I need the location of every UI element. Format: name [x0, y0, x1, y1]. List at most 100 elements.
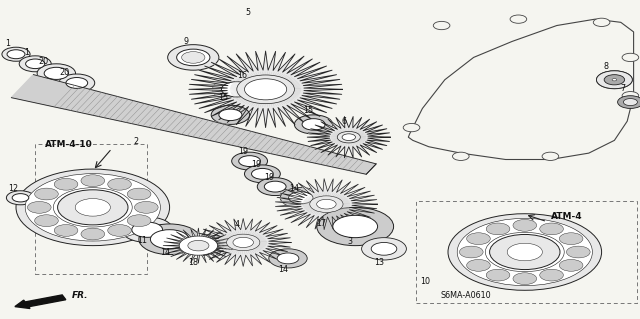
Circle shape — [233, 237, 253, 248]
Polygon shape — [275, 179, 378, 230]
Text: 20: 20 — [38, 57, 49, 66]
Circle shape — [609, 77, 620, 82]
Circle shape — [127, 188, 151, 200]
Circle shape — [403, 123, 420, 132]
Circle shape — [257, 178, 293, 196]
Text: 5: 5 — [246, 8, 251, 17]
Circle shape — [7, 50, 25, 59]
Circle shape — [28, 202, 51, 213]
Circle shape — [54, 178, 78, 190]
Circle shape — [467, 233, 490, 245]
Text: 2: 2 — [133, 137, 138, 146]
Text: 14: 14 — [160, 248, 170, 256]
Circle shape — [26, 59, 45, 69]
Circle shape — [623, 99, 637, 106]
Circle shape — [448, 214, 602, 290]
Circle shape — [593, 18, 610, 26]
Text: FR.: FR. — [72, 291, 88, 300]
Text: 15: 15 — [303, 106, 314, 115]
Circle shape — [122, 217, 173, 242]
Circle shape — [232, 152, 268, 170]
Circle shape — [622, 92, 639, 100]
Circle shape — [566, 246, 590, 258]
Circle shape — [510, 15, 527, 23]
Circle shape — [342, 134, 356, 141]
Circle shape — [239, 156, 260, 167]
Circle shape — [559, 259, 583, 271]
Circle shape — [25, 174, 161, 241]
Polygon shape — [189, 51, 342, 128]
Text: 19: 19 — [264, 173, 274, 182]
Circle shape — [596, 71, 632, 89]
Circle shape — [44, 67, 68, 79]
Circle shape — [371, 242, 397, 255]
Circle shape — [132, 222, 163, 237]
Circle shape — [513, 273, 536, 285]
Circle shape — [76, 198, 111, 216]
Circle shape — [58, 190, 128, 225]
Circle shape — [19, 56, 51, 72]
Text: ATM-4-10: ATM-4-10 — [45, 140, 93, 149]
Circle shape — [35, 215, 58, 226]
Circle shape — [237, 75, 294, 104]
Circle shape — [264, 181, 286, 192]
Text: 4: 4 — [234, 220, 239, 229]
Circle shape — [540, 223, 563, 235]
Circle shape — [457, 218, 593, 286]
Text: 18: 18 — [188, 258, 198, 267]
Text: 19: 19 — [238, 147, 248, 156]
Text: 16: 16 — [237, 71, 247, 80]
Circle shape — [333, 215, 378, 238]
Text: 3: 3 — [348, 237, 353, 246]
Circle shape — [622, 53, 639, 62]
Text: 10: 10 — [420, 277, 431, 286]
Circle shape — [277, 253, 299, 264]
Text: 12: 12 — [8, 184, 18, 193]
Circle shape — [108, 225, 131, 236]
Circle shape — [139, 224, 200, 255]
Circle shape — [317, 199, 336, 209]
Circle shape — [337, 131, 360, 143]
Circle shape — [54, 225, 78, 236]
Circle shape — [294, 115, 333, 134]
Text: 15: 15 — [218, 93, 228, 102]
FancyArrow shape — [15, 295, 66, 308]
Circle shape — [59, 74, 95, 92]
Circle shape — [289, 192, 313, 204]
Circle shape — [604, 75, 625, 85]
Circle shape — [618, 96, 640, 108]
Polygon shape — [163, 228, 234, 263]
Text: 8: 8 — [604, 62, 609, 71]
Circle shape — [507, 243, 543, 261]
Circle shape — [610, 78, 619, 82]
Text: 1: 1 — [5, 39, 10, 48]
Text: 6: 6 — [341, 117, 346, 126]
Circle shape — [513, 219, 536, 231]
Circle shape — [540, 269, 563, 281]
Text: 17: 17 — [316, 219, 326, 228]
Circle shape — [177, 49, 210, 66]
Text: ATM-4: ATM-4 — [550, 212, 582, 221]
Circle shape — [433, 21, 450, 30]
Text: 1: 1 — [24, 48, 29, 57]
Circle shape — [35, 188, 58, 200]
Circle shape — [182, 52, 205, 63]
Text: 19: 19 — [251, 160, 261, 169]
Circle shape — [212, 77, 261, 101]
Circle shape — [12, 194, 29, 202]
Polygon shape — [195, 219, 291, 266]
Circle shape — [310, 196, 343, 212]
Circle shape — [485, 232, 564, 272]
Circle shape — [596, 71, 632, 89]
Text: 14: 14 — [278, 265, 289, 274]
Circle shape — [252, 168, 273, 179]
Circle shape — [6, 191, 35, 205]
Circle shape — [486, 223, 510, 235]
Circle shape — [81, 175, 104, 187]
Circle shape — [81, 228, 104, 240]
Circle shape — [598, 72, 630, 88]
Polygon shape — [12, 75, 376, 174]
Circle shape — [244, 79, 287, 100]
Circle shape — [269, 249, 307, 268]
Circle shape — [244, 165, 280, 183]
